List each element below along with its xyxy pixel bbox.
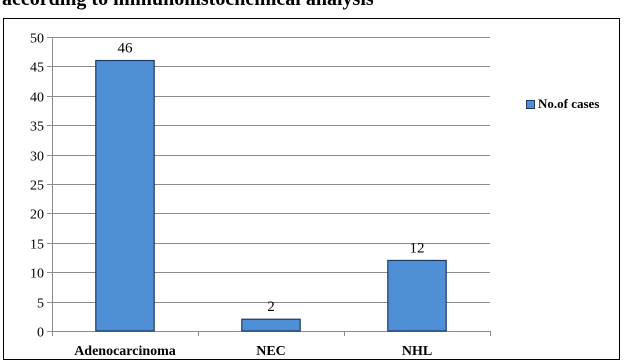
y-tick-label: 10 — [30, 267, 44, 282]
y-tick-label: 30 — [30, 150, 44, 165]
category-label: NEC — [256, 344, 286, 359]
y-tick-label: 5 — [37, 297, 44, 312]
y-tick-label: 50 — [30, 32, 44, 47]
y-tick-label: 25 — [30, 179, 44, 194]
data-label: 12 — [410, 240, 425, 256]
bar-adenocarcinoma — [95, 59, 155, 332]
bar-nec — [241, 318, 301, 332]
y-tick-label: 15 — [30, 238, 44, 253]
data-labels: 46 2 12 — [118, 41, 425, 316]
data-label: 2 — [267, 299, 275, 315]
category-label: NHL — [402, 344, 432, 359]
data-label: 46 — [118, 41, 134, 57]
y-tick-label: 0 — [37, 326, 44, 341]
legend: No.of cases — [526, 96, 599, 112]
category-label: Adenocarcinoma — [74, 344, 176, 359]
bar-nhl — [387, 259, 447, 332]
chart-title-fragment: according to immunohistochemical analysi… — [2, 0, 622, 12]
category-labels: Adenocarcinoma NEC NHL — [74, 344, 432, 359]
y-tick-label: 35 — [30, 120, 44, 135]
bars — [95, 59, 447, 332]
x-axis — [52, 331, 491, 336]
legend-label: No.of cases — [538, 96, 600, 111]
y-axis-ticks: 0 5 10 15 20 25 30 35 40 45 50 — [30, 32, 53, 341]
y-tick-label: 40 — [30, 91, 44, 106]
y-tick-label: 20 — [30, 208, 44, 223]
chart-frame — [3, 18, 620, 360]
y-tick-label: 45 — [30, 61, 44, 76]
legend-swatch — [526, 99, 535, 109]
